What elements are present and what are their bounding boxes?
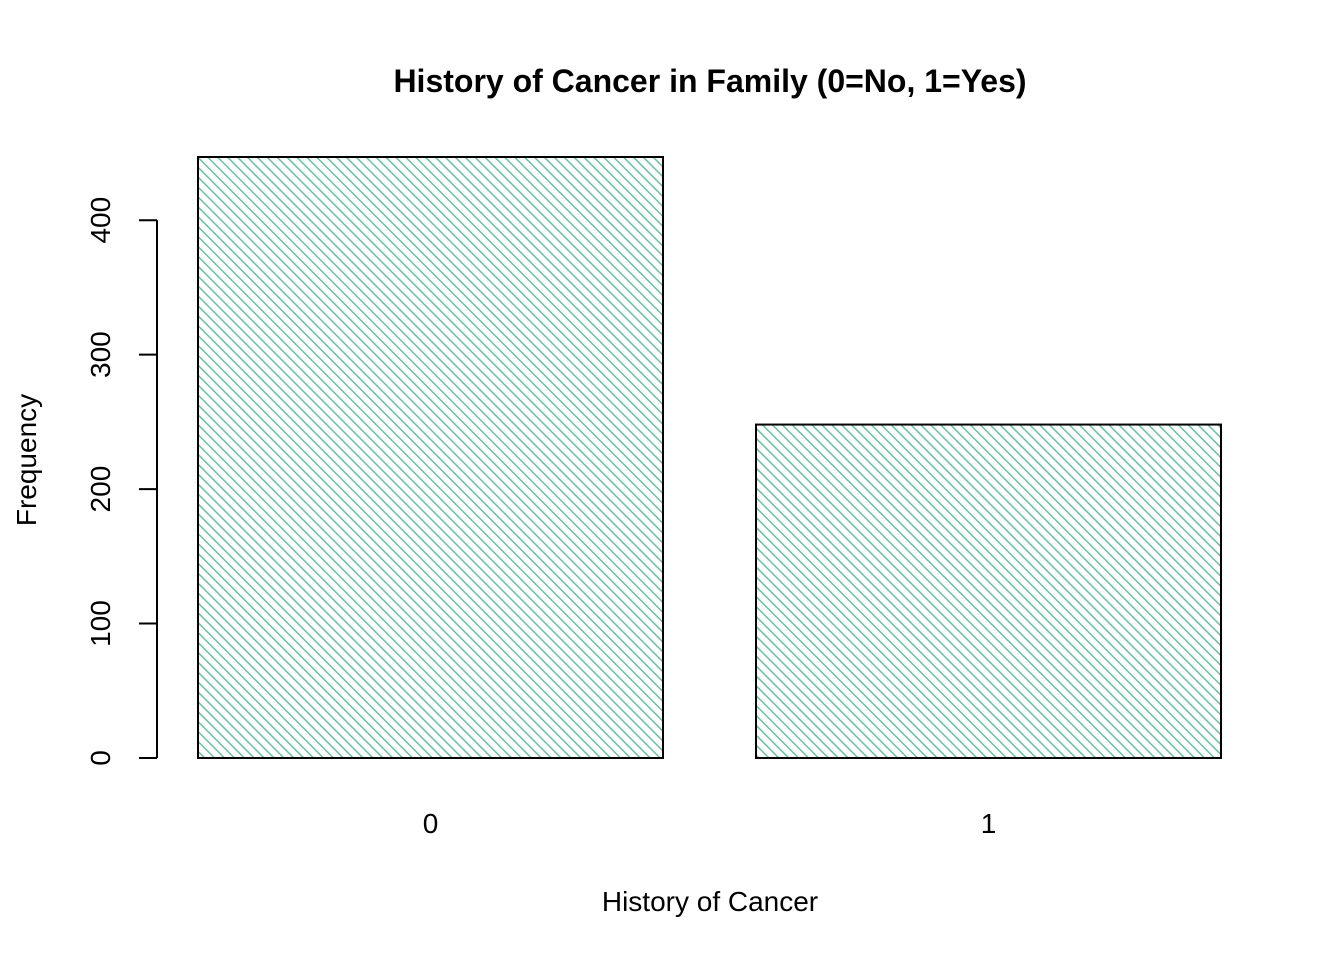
y-tick-label: 400 xyxy=(85,197,116,244)
x-tick-label: 0 xyxy=(423,808,439,839)
bar-0 xyxy=(197,156,664,759)
chart-title: History of Cancer in Family (0=No, 1=Yes… xyxy=(393,63,1026,99)
y-tick-label: 200 xyxy=(85,466,116,513)
y-tick-label: 300 xyxy=(85,331,116,378)
y-axis: 0 100 200 300 400 xyxy=(85,197,158,766)
x-axis-label: History of Cancer xyxy=(602,886,818,917)
y-axis-label: Frequency xyxy=(11,394,42,526)
y-tick-label: 0 xyxy=(85,750,116,766)
x-tick-label: 1 xyxy=(981,808,997,839)
plot-area xyxy=(197,156,1222,759)
bar-1 xyxy=(755,423,1222,759)
y-tick-label: 100 xyxy=(85,600,116,647)
